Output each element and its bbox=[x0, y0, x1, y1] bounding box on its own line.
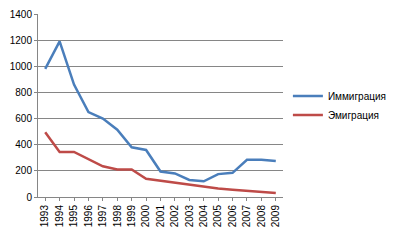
svg-text:2005: 2005 bbox=[212, 205, 223, 228]
svg-text:2003: 2003 bbox=[184, 205, 195, 228]
svg-text:1993: 1993 bbox=[39, 205, 50, 228]
svg-text:600: 600 bbox=[15, 113, 32, 124]
svg-text:2004: 2004 bbox=[198, 205, 209, 228]
svg-text:1996: 1996 bbox=[83, 205, 94, 228]
svg-text:2001: 2001 bbox=[155, 205, 166, 228]
svg-text:Эмиграция: Эмиграция bbox=[328, 110, 379, 121]
svg-text:2006: 2006 bbox=[227, 205, 238, 228]
svg-text:800: 800 bbox=[15, 87, 32, 98]
svg-text:2007: 2007 bbox=[241, 205, 252, 228]
svg-text:2002: 2002 bbox=[169, 205, 180, 228]
svg-text:Иммиграция: Иммиграция bbox=[328, 91, 386, 102]
svg-text:1995: 1995 bbox=[68, 205, 79, 228]
svg-text:1999: 1999 bbox=[126, 205, 137, 228]
svg-text:1998: 1998 bbox=[112, 205, 123, 228]
svg-text:1994: 1994 bbox=[54, 205, 65, 228]
svg-text:0: 0 bbox=[26, 192, 32, 203]
svg-text:1400: 1400 bbox=[10, 9, 33, 20]
svg-text:1997: 1997 bbox=[97, 205, 108, 228]
svg-text:200: 200 bbox=[15, 165, 32, 176]
svg-text:2009: 2009 bbox=[270, 205, 281, 228]
svg-text:1200: 1200 bbox=[10, 35, 33, 46]
svg-text:1000: 1000 bbox=[10, 61, 33, 72]
svg-text:400: 400 bbox=[15, 139, 32, 150]
svg-text:2000: 2000 bbox=[140, 205, 151, 228]
svg-text:2008: 2008 bbox=[256, 205, 267, 228]
